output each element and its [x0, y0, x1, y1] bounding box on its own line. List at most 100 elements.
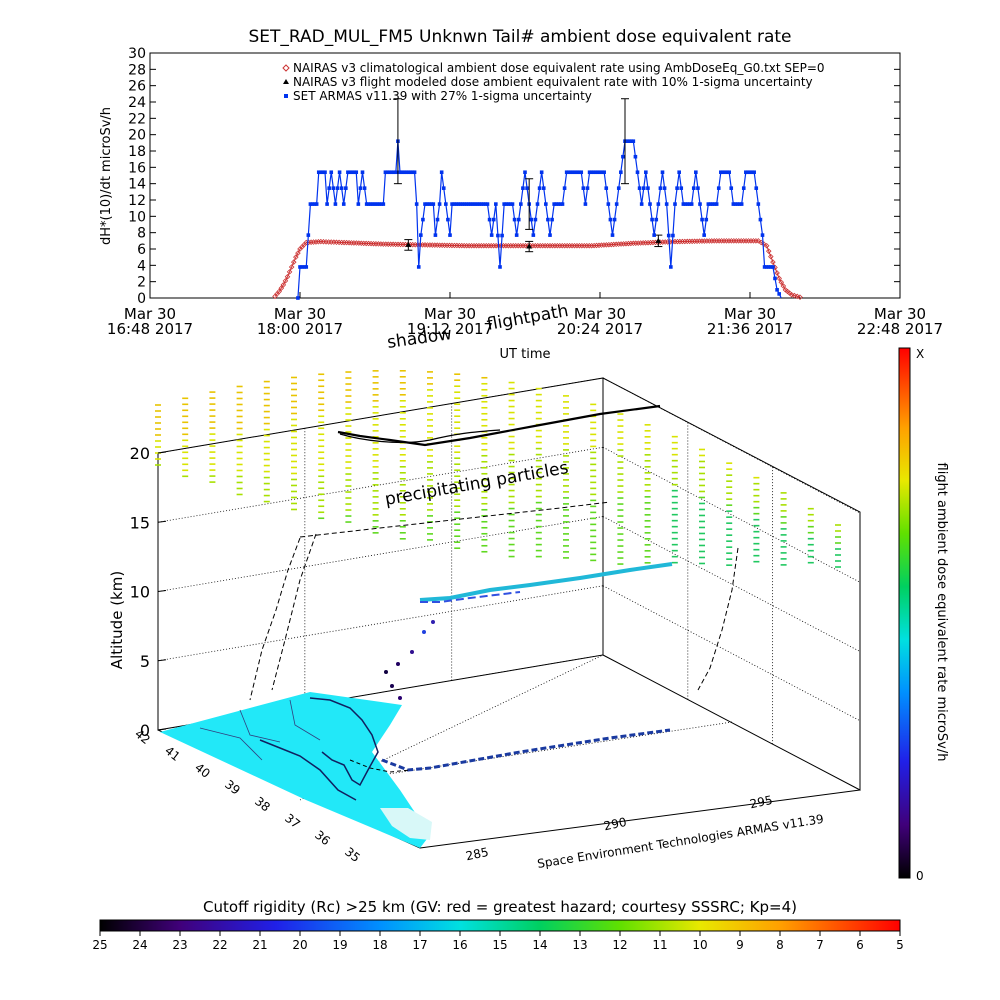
data-point — [310, 239, 317, 245]
altitude-axis-label: Altitude (km) — [108, 571, 126, 669]
data-point — [339, 186, 344, 190]
data-point — [346, 170, 350, 175]
data-point — [512, 217, 517, 222]
colorbar-tick-label: 8 — [776, 938, 784, 952]
data-point — [600, 170, 604, 175]
data-point — [385, 170, 390, 175]
y-tick-label: 14 — [128, 177, 146, 193]
latitude-tick-label: 41 — [162, 743, 183, 763]
data-point — [575, 170, 579, 175]
data-point — [791, 292, 798, 299]
y-tick-label: 28 — [128, 62, 146, 78]
data-point — [427, 202, 431, 206]
map-ocean — [160, 692, 430, 848]
data-point — [377, 202, 381, 206]
colorbar-tick-label: 12 — [612, 938, 627, 952]
data-point — [487, 217, 492, 222]
data-point — [594, 170, 598, 175]
data-point — [756, 202, 761, 206]
x-axis-label: UT time — [500, 347, 551, 362]
data-point — [562, 186, 567, 190]
right-colorbar — [898, 347, 911, 879]
data-point — [723, 170, 727, 175]
data-point — [529, 217, 534, 222]
data-point — [620, 241, 627, 247]
y-tick-label: 0 — [137, 291, 146, 307]
data-point — [664, 202, 669, 206]
data-point — [556, 202, 561, 206]
data-point — [645, 239, 651, 246]
data-point — [496, 233, 500, 238]
z-tick-label: 20 — [130, 444, 150, 463]
y-tick-label: 16 — [128, 160, 146, 176]
grid-line — [157, 516, 604, 592]
data-point — [589, 170, 594, 175]
latitude-tick-label: 37 — [282, 811, 303, 831]
altitude-ticks: 0 5 10 15 20 — [130, 444, 167, 740]
data-point — [659, 239, 666, 245]
data-point — [506, 202, 511, 206]
data-point — [637, 240, 644, 246]
colorbar-tick-label: 20 — [292, 938, 307, 952]
data-point — [469, 202, 473, 206]
z-tick-label: 0 — [140, 721, 150, 740]
colorbar-tick-label: 22 — [212, 938, 227, 952]
y-tick-label: 6 — [137, 242, 146, 258]
data-point — [623, 240, 629, 247]
data-point — [494, 202, 498, 206]
x-tick-label: Mar 30 — [124, 305, 176, 323]
data-point — [606, 202, 611, 206]
data-point — [655, 237, 662, 243]
data-point — [316, 170, 321, 175]
colorbar-tick-label: 6 — [856, 938, 864, 952]
data-point — [696, 186, 700, 190]
data-point — [628, 240, 634, 247]
data-point — [379, 202, 384, 206]
data-point — [702, 233, 706, 237]
data-point — [762, 265, 767, 269]
data-point — [741, 186, 746, 190]
colorbar-tick-label: 18 — [372, 938, 387, 952]
data-point — [400, 170, 404, 175]
data-point — [519, 202, 523, 206]
data-point — [304, 265, 309, 269]
data-point — [525, 186, 529, 190]
data-point — [642, 240, 649, 246]
data-point — [683, 202, 688, 206]
data-point — [666, 233, 671, 238]
z-tick-label: 10 — [130, 583, 150, 602]
colorbar-tick-label: 13 — [572, 938, 587, 952]
data-point — [752, 170, 756, 175]
data-point — [444, 202, 448, 206]
data-point — [712, 202, 717, 206]
instrument-label: Space Environment Technologies ARMAS v11… — [536, 812, 824, 871]
data-point — [587, 170, 592, 175]
data-point — [716, 186, 721, 190]
data-point — [405, 241, 412, 247]
series-line — [297, 140, 782, 299]
data-point — [733, 202, 738, 206]
data-point — [295, 250, 301, 256]
data-point — [650, 217, 654, 222]
data-point — [596, 242, 602, 249]
data-point — [284, 274, 291, 280]
data-point — [583, 202, 588, 206]
map-coastline — [259, 697, 379, 801]
data-point — [381, 202, 386, 206]
data-point — [475, 202, 479, 206]
x-tick-label: 20:24 2017 — [557, 320, 643, 338]
data-point — [383, 170, 388, 175]
data-point — [633, 240, 639, 246]
precip-dashed-left-2 — [271, 533, 317, 691]
grid-line — [157, 377, 604, 454]
data-point — [398, 170, 402, 175]
data-point — [429, 202, 434, 206]
colorbar-tick-label: 25 — [92, 938, 107, 952]
data-point — [504, 202, 509, 206]
data-point — [774, 270, 780, 276]
colorbar-gradient — [99, 919, 901, 932]
data-point — [325, 202, 329, 206]
